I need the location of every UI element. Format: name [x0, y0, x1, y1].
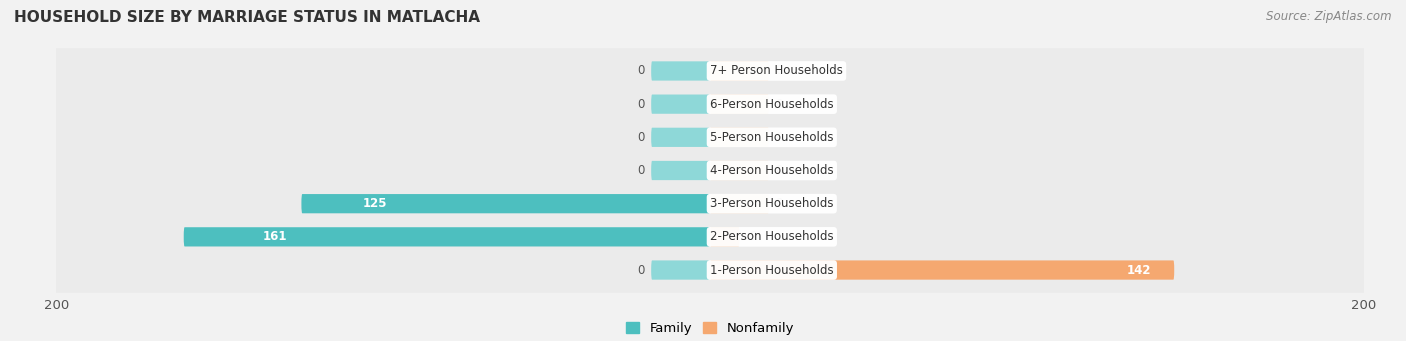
Text: 5-Person Households: 5-Person Households — [710, 131, 834, 144]
Text: 7+ Person Households: 7+ Person Households — [710, 64, 844, 77]
Text: 2-Person Households: 2-Person Households — [710, 231, 834, 243]
Text: 4-Person Households: 4-Person Households — [710, 164, 834, 177]
Text: 1-Person Households: 1-Person Households — [710, 264, 834, 277]
Legend: Family, Nonfamily: Family, Nonfamily — [620, 317, 800, 341]
FancyBboxPatch shape — [44, 181, 1376, 226]
FancyBboxPatch shape — [710, 261, 1174, 280]
FancyBboxPatch shape — [651, 161, 710, 180]
FancyBboxPatch shape — [44, 48, 1376, 94]
FancyBboxPatch shape — [184, 227, 710, 247]
FancyBboxPatch shape — [651, 61, 710, 80]
FancyBboxPatch shape — [44, 81, 1376, 127]
Text: 0: 0 — [637, 131, 644, 144]
Text: 142: 142 — [1126, 264, 1152, 277]
Text: 9: 9 — [749, 231, 756, 243]
Text: Source: ZipAtlas.com: Source: ZipAtlas.com — [1267, 10, 1392, 23]
Text: HOUSEHOLD SIZE BY MARRIAGE STATUS IN MATLACHA: HOUSEHOLD SIZE BY MARRIAGE STATUS IN MAT… — [14, 10, 479, 25]
FancyBboxPatch shape — [44, 115, 1376, 160]
Text: 0: 0 — [637, 264, 644, 277]
Text: 0: 0 — [637, 98, 644, 110]
FancyBboxPatch shape — [651, 261, 710, 280]
FancyBboxPatch shape — [710, 161, 769, 180]
FancyBboxPatch shape — [44, 247, 1376, 293]
Text: 0: 0 — [637, 64, 644, 77]
FancyBboxPatch shape — [710, 227, 740, 247]
FancyBboxPatch shape — [710, 61, 769, 80]
FancyBboxPatch shape — [651, 128, 710, 147]
FancyBboxPatch shape — [710, 194, 769, 213]
FancyBboxPatch shape — [710, 94, 769, 114]
FancyBboxPatch shape — [301, 194, 710, 213]
Text: 161: 161 — [263, 231, 287, 243]
FancyBboxPatch shape — [651, 94, 710, 114]
FancyBboxPatch shape — [44, 148, 1376, 193]
FancyBboxPatch shape — [44, 214, 1376, 260]
Text: 3-Person Households: 3-Person Households — [710, 197, 834, 210]
Text: 0: 0 — [637, 164, 644, 177]
Text: 0: 0 — [776, 164, 783, 177]
Text: 0: 0 — [776, 98, 783, 110]
Text: 6-Person Households: 6-Person Households — [710, 98, 834, 110]
Text: 0: 0 — [776, 131, 783, 144]
Text: 0: 0 — [776, 197, 783, 210]
FancyBboxPatch shape — [710, 128, 769, 147]
Text: 125: 125 — [363, 197, 387, 210]
Text: 0: 0 — [776, 64, 783, 77]
